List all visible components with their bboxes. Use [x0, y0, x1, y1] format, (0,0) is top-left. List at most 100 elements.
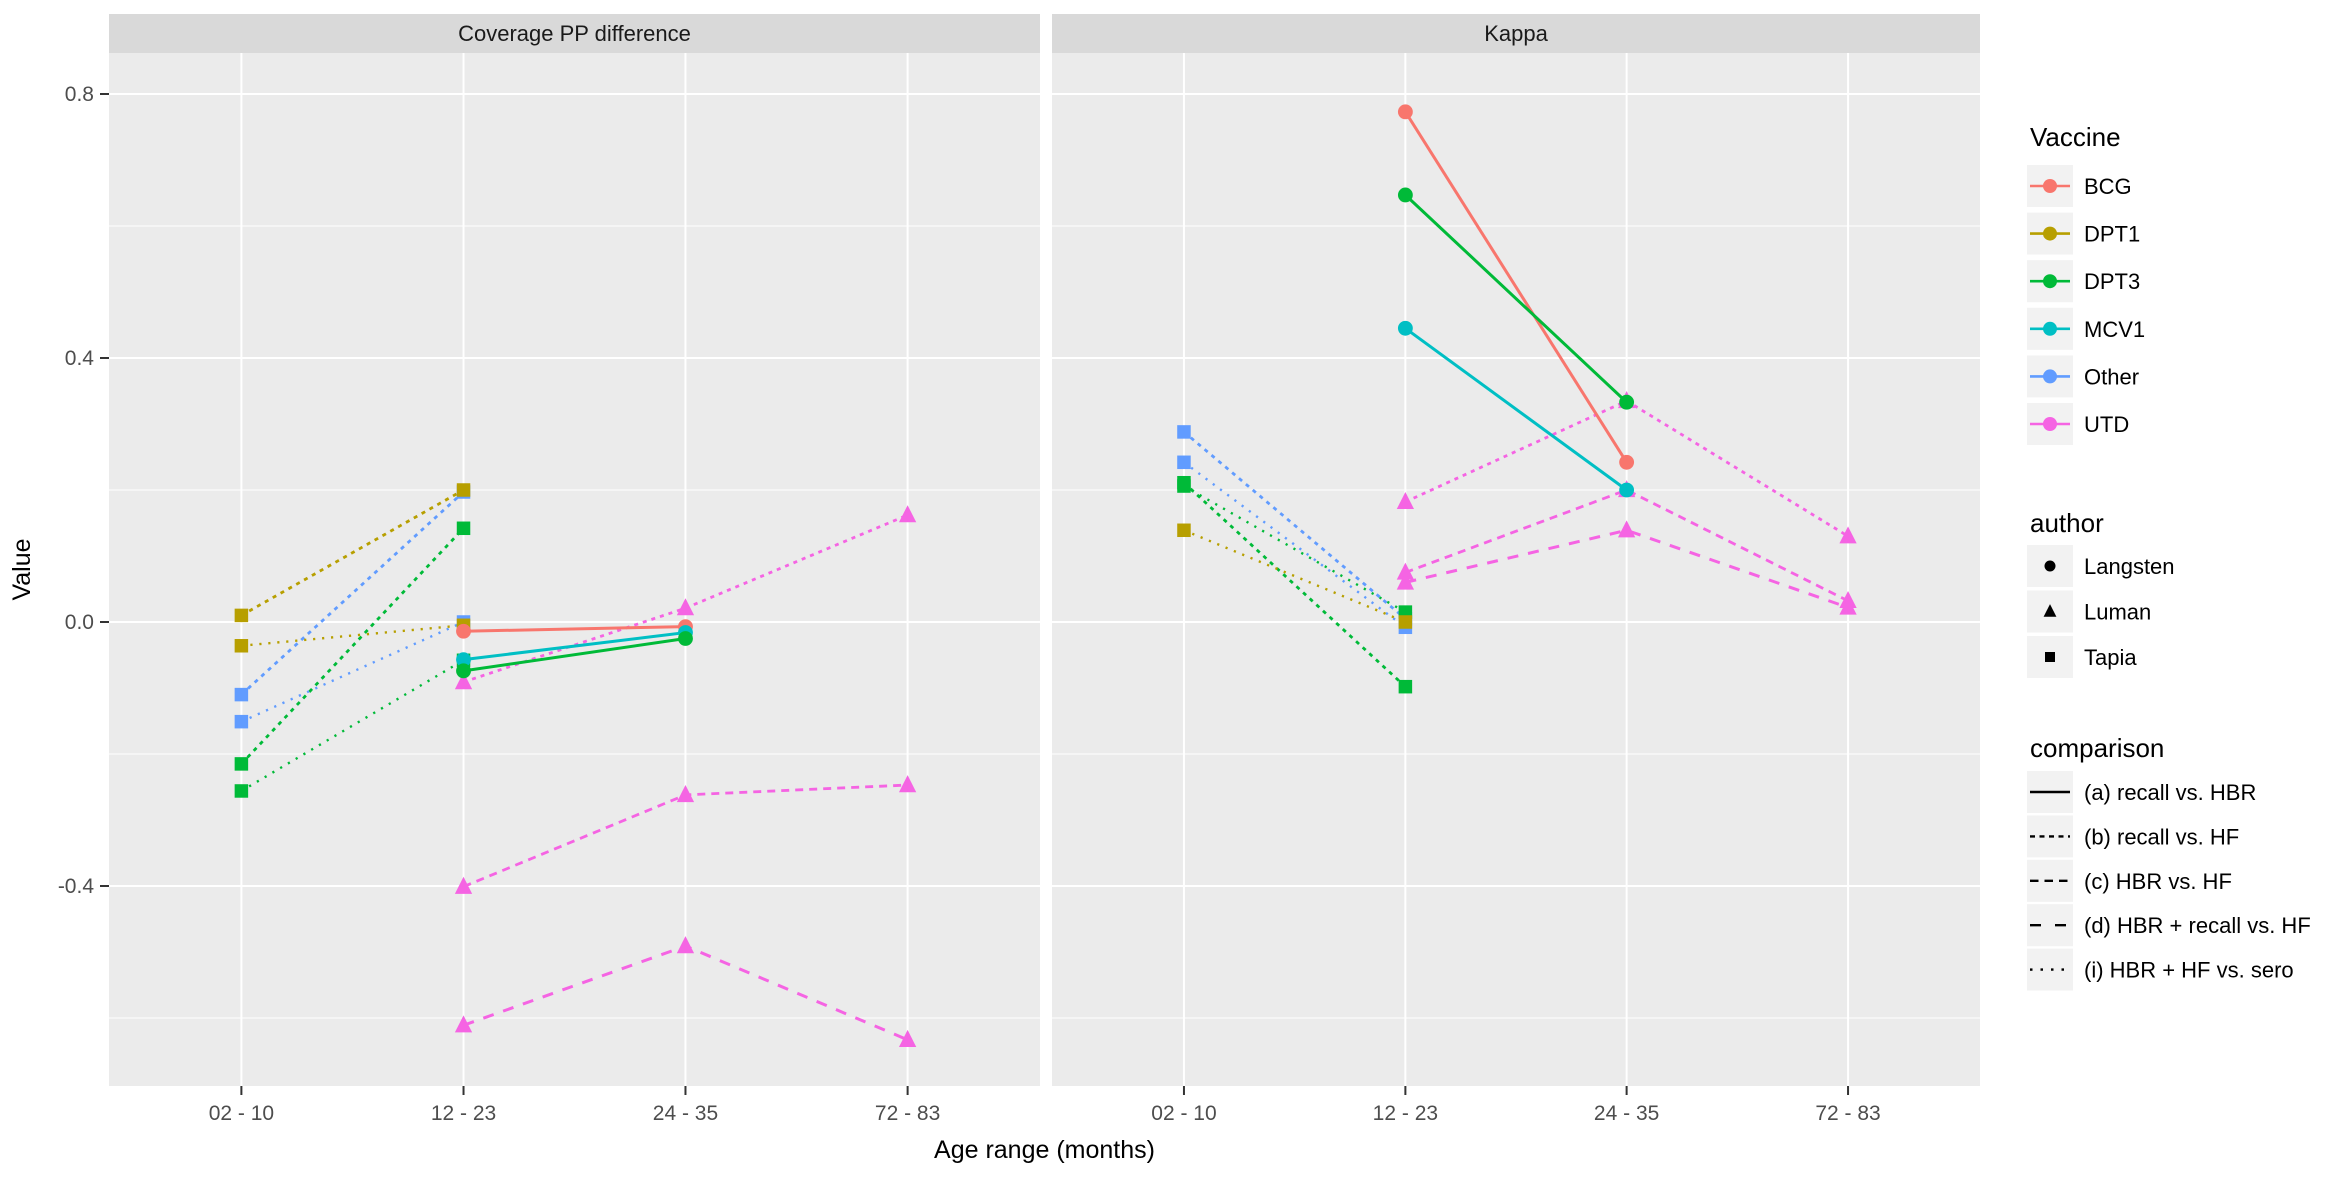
- legend-item-label: (c) HBR vs. HF: [2084, 869, 2232, 894]
- legend-item-label: BCG: [2084, 174, 2132, 199]
- data-point-bcg-langsten: [1397, 104, 1413, 120]
- legend-item-comparison-c: (c) HBR vs. HF: [2027, 859, 2232, 902]
- x-tick-label: 24 - 35: [1594, 1102, 1659, 1125]
- legend-item-label: (i) HBR + HF vs. sero: [2084, 958, 2294, 983]
- data-point-dpt1-tapia: [234, 639, 249, 653]
- data-point-dpt1-tapia: [1398, 615, 1413, 629]
- y-axis: 0.8 0.4 0.0 -0.4: [58, 83, 109, 898]
- legend-item-comparison-i: (i) HBR + HF vs. sero: [2027, 948, 2294, 991]
- legend-item-comparison-d: (d) HBR + recall vs. HF: [2027, 904, 2311, 947]
- data-point-utd-luman: [676, 936, 695, 954]
- legend-key-point: [2043, 179, 2057, 193]
- legend-title-comparison: comparison: [2030, 733, 2164, 763]
- legend-item-author-tapia: Tapia: [2027, 636, 2137, 678]
- data-point-utd-luman: [898, 775, 917, 793]
- data-point-utd-luman: [676, 785, 695, 803]
- data-point-dpt1-tapia: [234, 608, 249, 623]
- legend-key-circle-icon: [2044, 560, 2056, 572]
- legend-item-vaccine-bcg: BCG: [2027, 165, 2132, 207]
- data-point-utd-luman: [454, 1015, 473, 1033]
- data-point-utd-luman: [454, 876, 473, 894]
- data-point-dpt3-tapia: [1398, 679, 1413, 694]
- legend-key-point: [2043, 369, 2057, 384]
- facet-strip-label: Kappa: [1484, 21, 1548, 46]
- legend-item-author-luman: Luman: [2027, 590, 2151, 633]
- x-axis-title: Age range (months): [934, 1136, 1155, 1164]
- data-point-utd-luman: [1396, 572, 1415, 590]
- legend-item-vaccine-utd: UTD: [2027, 403, 2129, 445]
- x-tick-label: 24 - 35: [653, 1102, 718, 1125]
- x-tick-label: 02 - 10: [209, 1102, 274, 1125]
- legend-item-label: Tapia: [2084, 645, 2137, 670]
- facet-strip: [109, 14, 1040, 53]
- x-tick-label: 12 - 23: [1373, 1102, 1438, 1125]
- x-tick-label: 72 - 83: [875, 1102, 940, 1125]
- data-point-other-tapia: [1177, 425, 1191, 439]
- data-point-bcg-langsten: [456, 623, 471, 639]
- data-point-dpt3-langsten: [1619, 394, 1635, 410]
- data-point-dpt3-langsten: [456, 663, 471, 679]
- series-line-dpt1-i: [241, 624, 464, 647]
- data-point-mcv1-langsten: [1397, 320, 1413, 336]
- legend-item-comparison-a: (a) recall vs. HBR: [2027, 771, 2256, 813]
- y-tick-label: -0.4: [58, 875, 95, 898]
- data-point-utd-luman: [1839, 597, 1857, 615]
- series-line-other-b: [1183, 430, 1407, 620]
- legend-key-point: [2043, 226, 2057, 241]
- legend-key-point: [2043, 417, 2057, 431]
- data-point-utd-luman: [898, 1029, 917, 1047]
- legend-key-point: [2043, 321, 2057, 336]
- series-line-bcg-a: [463, 625, 686, 633]
- data-point-utd-luman: [676, 598, 695, 616]
- series-line-mcv1-a: [1404, 327, 1628, 492]
- legend-item-comparison-b: (b) recall vs. HF: [2027, 815, 2239, 858]
- data-point-dpt3-tapia: [234, 757, 249, 771]
- legend-item-label: (d) HBR + recall vs. HF: [2084, 913, 2311, 938]
- data-point-utd-luman: [454, 672, 473, 690]
- legend-item-label: Langsten: [2084, 554, 2175, 579]
- data-point-mcv1-langsten: [1619, 482, 1635, 498]
- legend: Vaccine BCG DPT1 DPT3 MCV1 Other UTD author Lang…: [2027, 122, 2311, 991]
- x-tick-label: 12 - 23: [431, 1102, 496, 1125]
- legend-item-author-langsten: Langsten: [2027, 545, 2175, 587]
- series-line-other-i: [1183, 461, 1407, 629]
- facet-strip: [1052, 14, 1980, 53]
- panel-coverage-pp-difference: Coverage PP difference 02 - 10 12 - 23 24 -…: [109, 14, 1040, 1125]
- data-point-utd-luman: [1839, 526, 1857, 544]
- y-axis-title: Value: [8, 538, 36, 600]
- series-line-dpt1-b: [240, 488, 465, 617]
- legend-key-square-icon: [2045, 652, 2055, 662]
- data-point-mcv1-langsten: [456, 652, 471, 668]
- data-point-dpt3-tapia: [1177, 479, 1191, 493]
- x-tick-label: 72 - 83: [1815, 1102, 1880, 1125]
- legend-item-label: (a) recall vs. HBR: [2084, 780, 2256, 805]
- data-point-dpt1-tapia: [1177, 523, 1191, 538]
- data-point-dpt3-tapia: [234, 784, 249, 798]
- legend-item-label: UTD: [2084, 412, 2129, 437]
- series-line-bcg-a: [1404, 111, 1628, 464]
- series-line-dpt3-a: [463, 637, 686, 673]
- legend-item-vaccine-dpt1: DPT1: [2027, 212, 2140, 255]
- panel-kappa: Kappa 02 - 10 12 - 23 24 - 35 72 - 83: [1052, 14, 1980, 1125]
- legend-key-point: [2043, 274, 2057, 289]
- data-point-dpt3-langsten: [678, 631, 693, 646]
- legend-item-vaccine-dpt3: DPT3: [2027, 260, 2140, 303]
- series-line-dpt3-a: [1404, 193, 1628, 404]
- data-point-utd-luman: [898, 505, 917, 523]
- x-tick-label: 02 - 10: [1151, 1102, 1216, 1125]
- y-tick-label: 0.4: [65, 347, 95, 370]
- data-point-bcg-langsten: [1619, 454, 1635, 470]
- data-point-other-tapia: [234, 687, 249, 702]
- data-point-dpt3-langsten: [1397, 187, 1413, 203]
- legend-item-label: DPT1: [2084, 222, 2140, 247]
- legend-item-label: Luman: [2084, 600, 2151, 625]
- legend-item-vaccine-mcv1: MCV1: [2027, 307, 2145, 350]
- legend-item-vaccine-other: Other: [2027, 355, 2139, 398]
- data-point-dpt1-tapia: [456, 483, 471, 497]
- data-point-other-tapia: [1177, 455, 1191, 470]
- series-line-dpt1-i: [1183, 529, 1406, 624]
- legend-title-vaccine: Vaccine: [2030, 122, 2121, 152]
- series-line-mcv1-a: [463, 631, 686, 662]
